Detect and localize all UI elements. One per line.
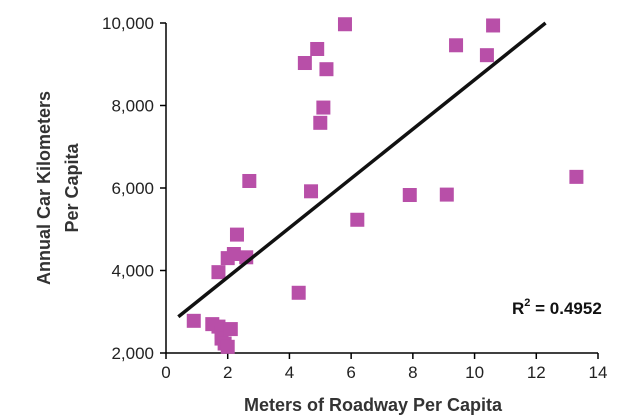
x-tick-label: 2 [223, 363, 232, 382]
y-tick-label: 2,000 [111, 344, 154, 363]
data-point [316, 100, 331, 115]
y-axis-title-line-1: Annual Car Kilometers [34, 91, 54, 285]
data-point [304, 184, 319, 199]
x-tick-label: 14 [589, 363, 608, 382]
x-tick-label: 8 [408, 363, 417, 382]
data-point [229, 227, 244, 242]
r-squared-r: R [512, 299, 524, 318]
x-tick-label: 0 [161, 363, 170, 382]
data-point [350, 212, 365, 227]
y-tick-label: 10,000 [102, 14, 154, 33]
r-squared-label: R2 = 0.4952 [512, 297, 602, 318]
x-axis-title: Meters of Roadway Per Capita [244, 395, 503, 415]
y-tick-label: 4,000 [111, 262, 154, 281]
data-point [297, 56, 312, 71]
data-point [220, 339, 235, 354]
data-point [211, 265, 226, 280]
data-point [569, 169, 584, 184]
y-tick-label: 8,000 [111, 97, 154, 116]
x-tick-label: 6 [346, 363, 355, 382]
trend-line [177, 21, 547, 319]
data-point [310, 41, 325, 56]
data-point [242, 173, 257, 188]
data-point [479, 48, 494, 63]
data-points [186, 17, 584, 354]
data-point [226, 247, 241, 261]
x-tick-label: 10 [465, 363, 484, 382]
data-point [439, 187, 454, 202]
data-point [291, 285, 306, 300]
data-point [319, 62, 334, 77]
data-point [223, 322, 238, 337]
data-point [337, 17, 352, 32]
r-squared-exponent: 2 [524, 297, 530, 309]
y-axis-title-line-2: Per Capita [62, 143, 82, 233]
y-axis-ticks: 2,000 4,000 6,000 8,000 10,000 [102, 14, 166, 363]
x-tick-label: 12 [527, 363, 546, 382]
y-tick-label: 6,000 [111, 179, 154, 198]
data-point [186, 313, 201, 328]
data-point [449, 38, 464, 53]
x-axis-ticks: 0 2 4 6 8 10 12 14 [161, 353, 607, 382]
data-point [313, 115, 328, 130]
x-tick-label: 4 [285, 363, 294, 382]
r-squared-value: = 0.4952 [530, 299, 601, 318]
data-point [402, 188, 417, 203]
data-point [486, 18, 501, 33]
